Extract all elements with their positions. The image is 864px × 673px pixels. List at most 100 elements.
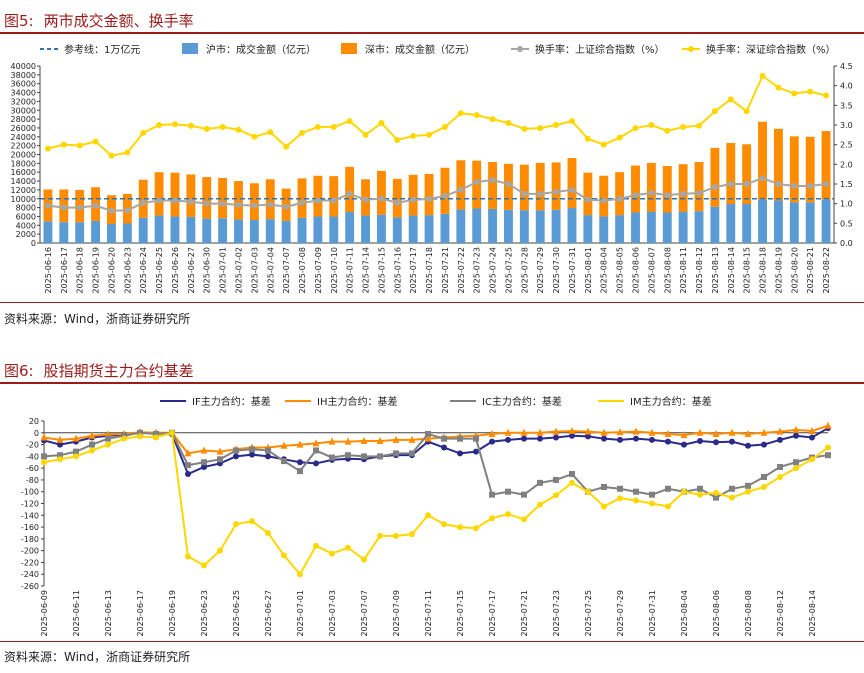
y-left-tick-label: 38000	[11, 71, 36, 80]
y-left-tick-label: 32000	[11, 97, 36, 106]
ic-point	[233, 447, 239, 454]
x-tick-label: 2025-08-11	[679, 247, 688, 294]
im-point	[425, 512, 431, 519]
turnover-shanghai-line	[47, 177, 827, 212]
bar-shenzhen	[583, 172, 593, 216]
turnover-shenzhen-line	[47, 74, 827, 157]
ic-point	[537, 479, 543, 486]
im-point	[441, 521, 447, 528]
if-point	[313, 460, 319, 467]
x-tick-label: 2025-07-31	[648, 590, 657, 637]
turnover-shanghai-point	[568, 186, 575, 193]
turnover-shanghai-point	[616, 195, 623, 202]
figure-1-title-rule	[0, 32, 864, 34]
figure-2-caption: 股指期货主力合约基差	[43, 362, 194, 380]
y-right-tick-label: 4.5	[840, 62, 853, 71]
turnover-shenzhen-point	[553, 122, 560, 128]
legend-label-im: IM主力合约：基差	[630, 395, 712, 408]
x-tick-label: 2025-07-08	[298, 247, 307, 294]
legend-label-4: 换手率：深证综合指数（%）	[706, 43, 836, 56]
ih-point	[40, 433, 48, 441]
bar-shanghai	[408, 215, 418, 243]
bar-shenzhen	[567, 158, 577, 209]
im-point	[105, 441, 111, 448]
turnover-shenzhen-point	[219, 123, 226, 130]
bar-shenzhen	[805, 136, 815, 203]
ic-point	[425, 430, 431, 437]
if-point	[585, 433, 591, 440]
if-point	[793, 432, 799, 439]
turnover-shenzhen-point	[283, 143, 290, 150]
ic-point	[521, 491, 527, 498]
ic-point	[249, 446, 255, 453]
ih-point	[664, 429, 672, 437]
bar-shanghai	[138, 217, 148, 243]
turnover-shanghai-point	[521, 190, 528, 197]
ic-point	[473, 435, 479, 442]
ic-point	[313, 447, 319, 454]
x-tick-label: 2025-08-13	[711, 247, 720, 294]
if-point	[761, 441, 767, 448]
if-point	[697, 438, 703, 445]
x-tick-label: 2025-08-22	[822, 247, 831, 294]
turnover-shenzhen-point	[457, 110, 464, 117]
if-point	[681, 441, 687, 448]
bar-shanghai	[551, 209, 561, 243]
ih-point	[520, 428, 528, 436]
turnover-shenzhen-point	[76, 142, 83, 149]
if-point	[185, 471, 191, 478]
im-point	[745, 488, 751, 495]
bar-shenzhen	[440, 167, 450, 214]
turnover-shanghai-point	[457, 186, 464, 193]
x-tick-label: 2025-08-20	[790, 247, 799, 294]
turnover-shenzhen-point	[584, 135, 591, 142]
ic-point	[153, 430, 159, 437]
bar-shenzhen	[392, 178, 402, 218]
y-tick-label: -20	[26, 441, 39, 450]
turnover-shanghai-point	[632, 192, 639, 199]
ic-point	[649, 491, 655, 498]
x-tick-label: 2025-07-23	[473, 247, 482, 294]
ih-point	[792, 425, 800, 433]
ic-point	[729, 485, 735, 492]
turnover-shanghai-point	[664, 192, 671, 199]
if-point	[777, 436, 783, 443]
bar-shenzhen	[694, 162, 704, 212]
y-tick-label: -240	[21, 570, 39, 579]
bar-shanghai	[646, 211, 656, 243]
if-point	[265, 453, 271, 460]
x-tick-label: 2025-07-29	[616, 590, 625, 637]
turnover-shenzhen-point	[521, 125, 528, 132]
turnover-shenzhen-point	[711, 108, 718, 115]
x-tick-label: 2025-08-21	[806, 247, 815, 294]
y-tick-label: 20	[29, 417, 39, 426]
y-tick-label: -60	[26, 464, 39, 473]
ih-point	[808, 427, 816, 435]
ic-point	[457, 435, 463, 442]
ic-point	[553, 476, 559, 483]
turnover-shanghai-point	[727, 181, 734, 187]
x-tick-label: 2025-08-04	[680, 590, 689, 637]
y-tick-label: -40	[26, 452, 39, 461]
turnover-shanghai-point	[60, 204, 67, 211]
turnover-shanghai-point	[140, 199, 147, 206]
if-point	[601, 435, 607, 442]
turnover-shenzhen-point	[473, 112, 480, 119]
bar-shanghai	[789, 202, 799, 243]
if-point	[473, 448, 479, 455]
x-tick-label: 2025-06-09	[40, 590, 49, 637]
x-tick-label: 2025-08-08	[744, 590, 753, 637]
x-tick-label: 2025-06-13	[104, 590, 113, 637]
y-left-tick-label: 12000	[11, 186, 36, 195]
y-left-tick-label: 6000	[16, 212, 36, 221]
x-tick-label: 2025-07-17	[488, 590, 497, 637]
bar-shenzhen	[345, 166, 355, 213]
if-point	[617, 436, 623, 443]
figure-2-source-rule	[0, 641, 864, 642]
ih-point	[200, 446, 208, 454]
legend-label-3: 换手率：上证综合指数（%）	[535, 43, 665, 56]
bar-shanghai	[472, 208, 482, 243]
turnover-shenzhen-point	[140, 129, 147, 136]
turnover-shanghai-point	[362, 196, 369, 203]
bar-shanghai	[742, 204, 752, 243]
